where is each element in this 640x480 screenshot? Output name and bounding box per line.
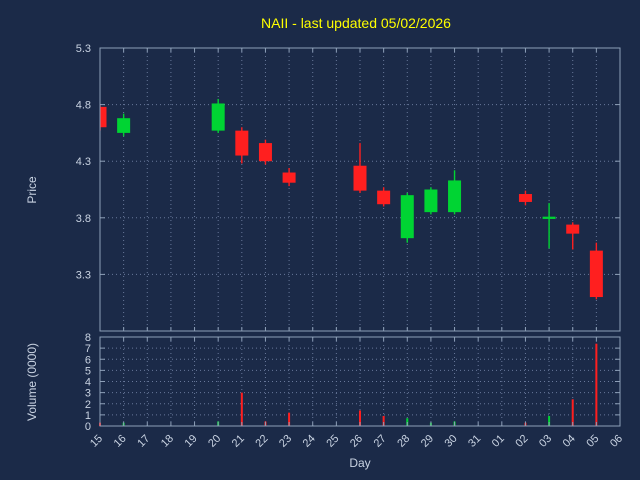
volume-tick-label: 3 (85, 388, 91, 400)
price-tick-label: 5.3 (76, 43, 91, 55)
x-tick-label: 25 (324, 433, 341, 450)
x-tick-label: 29 (419, 433, 436, 450)
volume-bar-day-23 (288, 412, 291, 426)
volume-bar-day-26 (359, 410, 361, 426)
volume-tick-label: 2 (85, 399, 91, 411)
day-axis-label: Day (349, 456, 370, 470)
x-tick-label: 27 (372, 433, 389, 450)
volume-axis-label: Volume (0000) (25, 343, 39, 421)
x-tick-label: 24 (301, 433, 318, 450)
volume-tick-label: 8 (85, 332, 91, 344)
candle-day-21 (235, 127, 249, 164)
volume-bar-day-21 (240, 392, 243, 426)
volume-tick-label: 1 (85, 410, 91, 422)
volume-bar-day-04 (571, 399, 574, 426)
x-tick-label: 28 (395, 433, 412, 450)
volume-tick-label: 0 (85, 421, 91, 433)
candle-day-23 (282, 167, 296, 187)
candle-day-30 (448, 170, 462, 215)
candle-day-28 (400, 192, 414, 243)
candle-day-15 (100, 104, 107, 131)
volume-bars (99, 343, 598, 426)
volume-tick-label: 6 (85, 354, 91, 366)
x-tick-label: 26 (348, 433, 365, 450)
candle-day-22 (258, 139, 272, 165)
volume-tick-label: 4 (85, 377, 91, 389)
volume-tick-label: 7 (85, 343, 91, 355)
x-tick-label: 05 (584, 433, 601, 450)
price-tick-label: 4.8 (76, 100, 91, 112)
x-tick-label: 30 (443, 433, 460, 450)
price-tick-label: 3.8 (76, 213, 91, 225)
grid-lines (99, 47, 621, 427)
x-tick-label: 22 (253, 433, 270, 450)
x-tick-label: 18 (159, 433, 176, 450)
volume-bar-day-27 (382, 415, 385, 426)
x-tick-label: 23 (277, 433, 294, 450)
candle-day-16 (117, 113, 131, 137)
candles (100, 98, 603, 300)
candle-day-29 (424, 187, 438, 215)
price-tick-label: 4.3 (76, 156, 91, 168)
x-tick-label: 20 (206, 433, 223, 450)
x-tick-label: 31 (466, 433, 483, 450)
volume-tick-label: 5 (85, 365, 91, 377)
candle-day-27 (377, 187, 391, 207)
candle-day-26 (353, 143, 367, 193)
x-tick-label: 19 (183, 433, 200, 450)
x-tick-label: 06 (608, 433, 625, 450)
x-tick-label: 01 (490, 433, 507, 450)
chart-title: NAII - last updated 05/02/2026 (261, 15, 451, 31)
candle-day-03 (542, 203, 556, 249)
x-tick-label: 16 (112, 433, 129, 450)
x-tick-label: 04 (561, 433, 578, 450)
candle-day-02 (518, 190, 532, 206)
x-tick-label: 03 (537, 433, 554, 450)
volume-bar-day-03 (548, 415, 551, 426)
x-tick-label: 02 (513, 433, 530, 450)
tick-marks (99, 47, 621, 427)
candle-day-20 (211, 98, 225, 133)
x-tick-label: 15 (88, 433, 105, 450)
x-tick-label: 21 (230, 433, 247, 450)
price-axis-label: Price (25, 176, 39, 204)
candle-day-04 (566, 222, 580, 250)
candle-day-05 (589, 242, 603, 300)
volume-bar-day-05 (595, 343, 598, 426)
price-tick-label: 3.3 (76, 269, 91, 281)
x-tick-label: 17 (135, 433, 152, 450)
